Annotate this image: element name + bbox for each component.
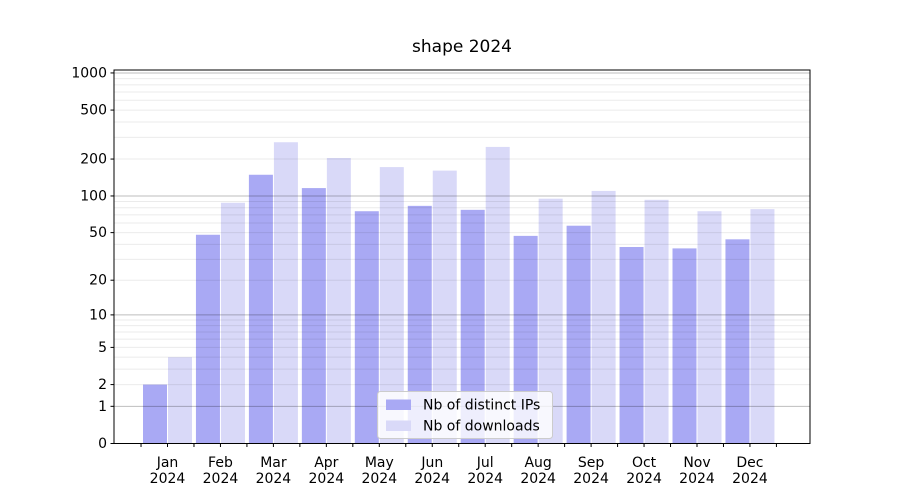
bar-dec-distinct-ips xyxy=(725,239,750,444)
bar-jan-distinct-ips xyxy=(143,384,167,444)
y-tick-label-1: 1 xyxy=(98,399,107,415)
grid-layer xyxy=(114,72,810,407)
legend: Nb of distinct IPs Nb of downloads xyxy=(377,391,553,439)
x-tick-label-dec: Dec 2024 xyxy=(732,455,768,487)
y-tick-label-1000: 1000 xyxy=(71,65,107,81)
bar-may-distinct-ips xyxy=(354,211,379,444)
x-tick-label-nov: Nov 2024 xyxy=(679,455,715,487)
y-tick-label-5: 5 xyxy=(98,340,107,356)
bar-nov-downloads xyxy=(697,211,722,444)
bar-mar-distinct-ips xyxy=(248,174,273,444)
bar-feb-distinct-ips xyxy=(195,234,220,444)
bar-sep-downloads xyxy=(591,190,616,444)
legend-frame xyxy=(377,391,553,439)
bar-jan-downloads xyxy=(168,357,192,444)
plot-frame xyxy=(113,69,811,444)
x-tick-label-jan: Jan 2024 xyxy=(150,455,186,487)
bar-mar-downloads xyxy=(273,142,298,444)
x-tick-label-feb: Feb 2024 xyxy=(203,455,239,487)
bar-feb-downloads xyxy=(220,202,245,444)
y-tick-label-20: 20 xyxy=(89,273,107,289)
y-tick-label-0: 0 xyxy=(98,436,107,452)
bar-apr-downloads xyxy=(326,157,351,444)
x-tick-label-oct: Oct 2024 xyxy=(626,455,662,487)
x-tick-label-sep: Sep 2024 xyxy=(573,455,609,487)
x-tick-label-apr: Apr 2024 xyxy=(309,455,345,487)
x-tick-label-may: May 2024 xyxy=(361,455,397,487)
chart-title: shape 2024 xyxy=(412,37,512,57)
legend-swatch-distinct-ips xyxy=(386,399,411,410)
bar-apr-distinct-ips xyxy=(301,188,326,444)
x-tick-label-jun: Jun 2024 xyxy=(414,455,450,487)
x-tick-label-jul: Jul 2024 xyxy=(467,455,503,487)
y-tick-label-10: 10 xyxy=(89,307,107,323)
y-tick-label-200: 200 xyxy=(80,152,107,168)
legend-label-distinct-ips: Nb of distinct IPs xyxy=(423,398,540,414)
y-tick-label-100: 100 xyxy=(80,188,107,204)
x-tick-label-mar: Mar 2024 xyxy=(256,455,292,487)
bar-dec-downloads xyxy=(750,209,775,444)
x-tick-label-aug: Aug 2024 xyxy=(520,455,556,487)
y-tick-label-500: 500 xyxy=(80,103,107,119)
bar-oct-downloads xyxy=(644,199,669,444)
labels-layer: 0 1 2 5 10 20 50 100 200 500 1000 Jan 2024 Feb 2024 Mar… xyxy=(71,65,767,487)
bar-oct-distinct-ips xyxy=(619,247,644,444)
y-tick-label-50: 50 xyxy=(89,225,107,241)
y-tick-label-2: 2 xyxy=(98,377,107,393)
bar-sep-distinct-ips xyxy=(566,225,591,444)
axes-layer xyxy=(113,69,811,444)
legend-label-downloads: Nb of downloads xyxy=(423,419,540,435)
ticks-layer xyxy=(110,72,777,447)
bar-nov-distinct-ips xyxy=(672,248,697,444)
legend-swatch-downloads xyxy=(386,420,411,431)
